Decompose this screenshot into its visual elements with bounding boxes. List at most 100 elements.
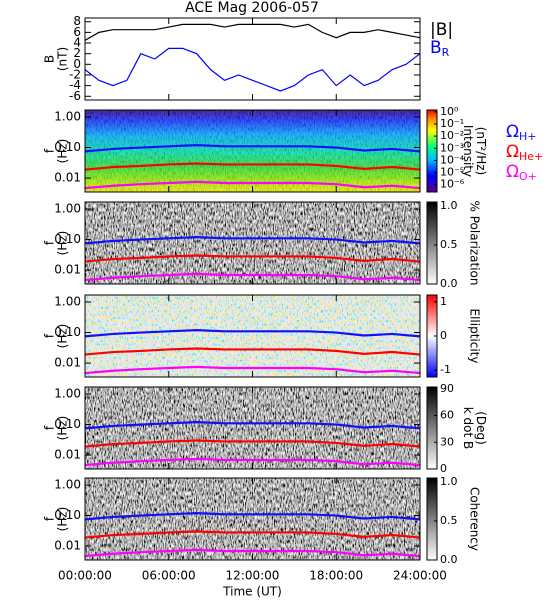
x-tick-label: 12:00:00	[226, 569, 280, 583]
x-tick-label: 24:00:00	[393, 569, 447, 583]
y-tick-label: 1.00	[54, 387, 81, 401]
y-tick-label: 0.10	[54, 140, 81, 154]
colorbar-label: k dot B	[461, 407, 475, 449]
colorbar-tick-label: 0.0	[440, 277, 458, 290]
colorbar-label: (nT²/Hz)	[474, 127, 488, 175]
colorbar-tick-label: 1.0	[440, 475, 458, 488]
colorbar	[426, 201, 438, 285]
series-line	[85, 548, 420, 558]
x-tick-label: 00:00:00	[58, 569, 112, 583]
plot-area	[85, 478, 420, 560]
y-axis-label: f	[43, 333, 57, 338]
y-axis-label: B	[43, 55, 57, 63]
y-tick-label: 0	[73, 57, 81, 71]
y-tick-label: -4	[69, 78, 81, 92]
colorbar-tick-label: 1.0	[440, 199, 458, 212]
colorbar-tick-label: 10⁰	[440, 105, 459, 118]
colorbar-tick-label: 10⁻³	[440, 141, 464, 154]
x-tick-label: 18:00:00	[309, 569, 363, 583]
y-axis-label: (Hz)	[56, 416, 70, 441]
y-tick-label: 0.10	[54, 325, 81, 339]
y-tick-label: 0.10	[54, 417, 81, 431]
y-tick-label: 0.01	[54, 171, 81, 185]
series-line	[85, 23, 420, 41]
y-tick-label: 0.01	[54, 356, 81, 370]
legend-label: ΩH+	[506, 122, 537, 143]
colorbar-tick-label: 30	[440, 435, 454, 448]
colorbar-tick-label: 90	[440, 382, 454, 395]
colorbar-tick-label: 10⁻⁴	[440, 153, 465, 166]
series-line	[85, 329, 420, 338]
colorbar-label: % Polarization	[468, 201, 482, 286]
legend-label: ΩHe+	[506, 142, 543, 163]
series-line	[85, 347, 420, 356]
colorbar-tick-label: 0	[440, 462, 447, 475]
legend-subscript: O+	[519, 170, 537, 183]
legend-subscript: H+	[519, 130, 537, 143]
y-tick-label: 1.00	[54, 110, 81, 124]
y-axis-label: f	[43, 148, 57, 153]
legend-name: Ω	[506, 122, 519, 142]
colorbar-tick-label: -1	[440, 363, 451, 376]
plot-area	[85, 23, 420, 92]
legend-name: B	[430, 38, 442, 58]
colorbar-tick-label: 10⁻¹	[440, 117, 464, 130]
colorbar-label: (Deg)	[474, 411, 488, 445]
y-axis-label: (Hz)	[56, 324, 70, 349]
colorbar	[426, 386, 438, 470]
plot-area	[85, 110, 420, 192]
y-axis-label: (Hz)	[56, 139, 70, 164]
colorbar-tick-label: 0	[440, 329, 447, 342]
y-tick-label: 2	[73, 46, 81, 60]
plot-area	[85, 295, 420, 377]
y-tick-label: 8	[73, 14, 81, 28]
colorbar	[426, 109, 438, 193]
y-tick-label: 0.10	[54, 508, 81, 522]
series-line	[85, 180, 420, 190]
plot-area	[85, 387, 420, 469]
y-axis-label: (nT)	[56, 47, 70, 71]
series-line	[85, 254, 420, 263]
colorbar-tick-label: 1	[440, 295, 447, 308]
legend-subscript: R	[442, 46, 450, 59]
colorbar-tick-label: 10⁻⁵	[440, 166, 464, 179]
colorbar-tick-label: 60	[440, 409, 454, 422]
series-line	[85, 47, 420, 92]
colorbar-tick-label: 10⁻²	[440, 129, 464, 142]
x-axis-label: Time (UT)	[222, 585, 282, 599]
colorbar-tick-label: 0.5	[440, 238, 458, 251]
legend-name: Ω	[506, 142, 519, 162]
series-line	[85, 236, 420, 245]
series-line	[85, 421, 420, 430]
colorbar-tick-label: 0.5	[440, 514, 458, 527]
y-axis-label: (Hz)	[56, 231, 70, 256]
x-tick-label: 06:00:00	[142, 569, 196, 583]
legend-label: ΩO+	[506, 162, 537, 183]
colorbar-tick-label: 10⁻⁶	[440, 178, 465, 191]
y-tick-label: 0.01	[54, 263, 81, 277]
colorbar-tick-label: 0.0	[440, 553, 458, 566]
legend-subscript: He+	[519, 150, 543, 163]
y-tick-label: 1.00	[54, 202, 81, 216]
series-line	[85, 530, 420, 539]
y-tick-label: -2	[69, 67, 81, 81]
legend-name: Ω	[506, 162, 519, 182]
legend-label: BR	[430, 38, 450, 59]
y-tick-label: 1.00	[54, 478, 81, 492]
y-tick-label: 0.01	[54, 539, 81, 553]
y-axis-label: f	[43, 425, 57, 430]
y-tick-label: -6	[69, 89, 81, 103]
y-tick-label: 4	[73, 36, 81, 50]
chart-title: ACE Mag 2006-057	[185, 0, 319, 16]
series-line	[85, 365, 420, 375]
y-axis-label: (Hz)	[56, 507, 70, 532]
series-line	[85, 439, 420, 448]
y-axis-label: f	[43, 240, 57, 245]
plot-area	[85, 202, 420, 284]
legend-label: |B|	[430, 20, 453, 40]
y-tick-label: 0.01	[54, 448, 81, 462]
series-line	[85, 162, 420, 171]
colorbar-label: Coherency	[468, 487, 482, 551]
